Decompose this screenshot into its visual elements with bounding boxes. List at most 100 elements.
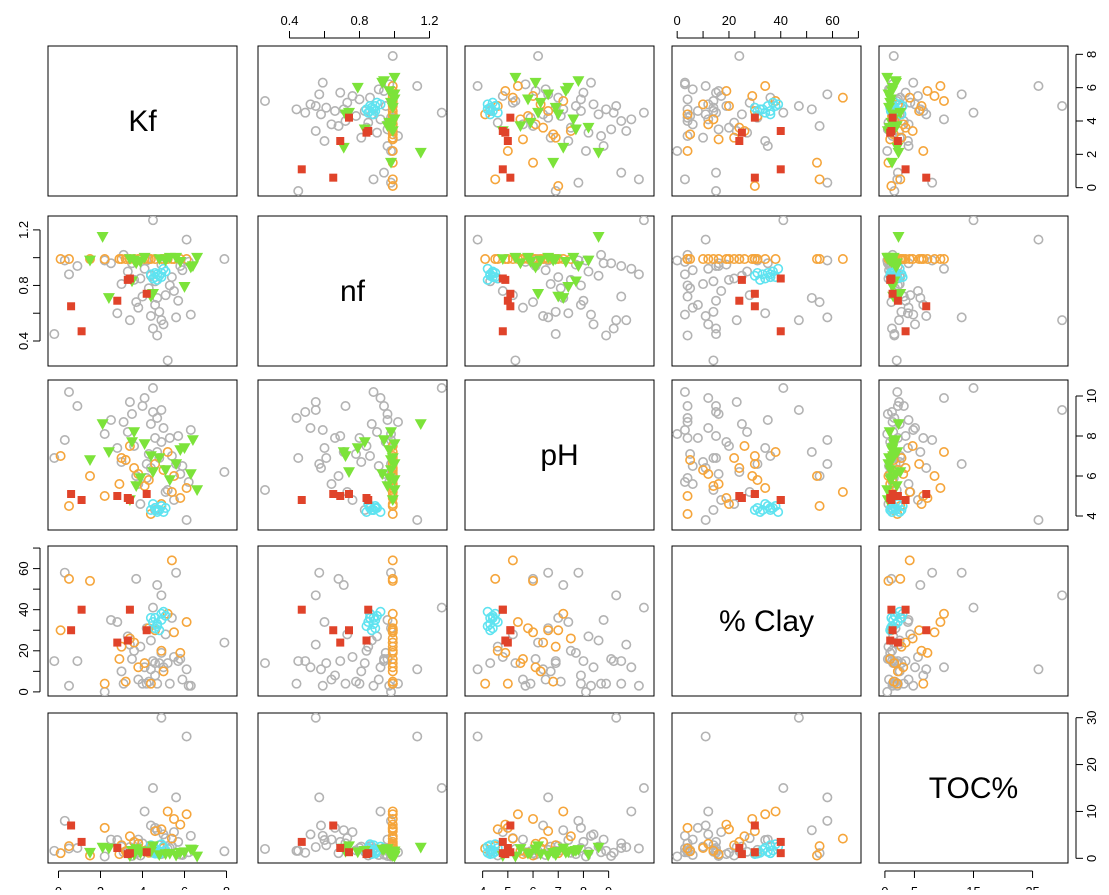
point-grey-37-pct-clay-vs-kf <box>112 617 123 628</box>
point-red-4-pct-clay-vs-nf <box>345 626 353 635</box>
point-grey-38-pct-clay-vs-kf <box>141 678 152 689</box>
point-grey-2-pct-clay-vs-ph <box>543 567 554 578</box>
point-orange-16-ph-vs-tocpct <box>904 486 915 497</box>
point-orange-5-ph-vs-pct-clay <box>747 470 758 481</box>
tick-label-ph-4: 4 <box>479 884 486 890</box>
point-grey-8-nf-vs-kf <box>181 234 192 245</box>
point-grey-3-pct-clay-vs-tocpct <box>1057 590 1068 601</box>
point-grey-32-kf-vs-pct-clay <box>698 132 709 143</box>
point-green-14-ph-vs-kf <box>153 453 166 464</box>
point-green-8-ph-vs-tocpct <box>881 485 894 496</box>
point-red-4-kf-vs-nf <box>345 113 353 122</box>
point-orange-5-kf-vs-tocpct <box>929 91 940 102</box>
point-grey-42-kf-vs-pct-clay <box>679 77 690 88</box>
point-grey-40-pct-clay-vs-ph <box>550 656 561 667</box>
point-cyan-8-nf-vs-kf <box>145 269 156 280</box>
point-grey-5-ph-vs-kf <box>139 392 150 403</box>
point-grey-2-ph-vs-tocpct <box>956 458 967 469</box>
point-orange-15-ph-vs-pct-clay <box>811 470 822 481</box>
point-grey-15-pct-clay-vs-nf <box>329 670 340 681</box>
point-orange-2-kf-vs-ph <box>558 96 569 107</box>
point-green-17-ph-vs-tocpct <box>890 469 903 480</box>
point-orange-14-pct-clay-vs-ph <box>553 625 564 636</box>
point-grey-3-pct-clay-vs-nf <box>310 590 321 601</box>
point-orange-20-kf-vs-ph <box>490 174 501 185</box>
point-grey-33-kf-vs-ph <box>507 97 518 108</box>
point-orange-5-tocpct-vs-kf <box>169 813 180 824</box>
point-red-3-pct-clay-vs-tocpct <box>886 636 895 645</box>
point-green-0-kf-vs-tocpct <box>885 157 898 169</box>
point-grey-36-ph-vs-kf <box>127 408 138 419</box>
point-orange-10-nf-vs-kf <box>99 254 110 265</box>
point-green-19-ph-vs-tocpct <box>885 445 898 456</box>
point-grey-5-tocpct-vs-pct-clay <box>703 806 714 817</box>
point-green-6-ph-vs-tocpct <box>882 459 895 470</box>
point-green-8-kf-vs-ph <box>509 72 522 84</box>
point-grey-13-pct-clay-vs-nf <box>347 651 358 662</box>
point-red-5-nf-vs-pct-clay <box>776 274 785 283</box>
point-orange-3-pct-clay-vs-kf <box>156 645 167 656</box>
point-grey-35-ph-vs-nf <box>368 386 379 397</box>
point-red-1-kf-vs-tocpct <box>901 165 910 174</box>
point-grey-25-nf-vs-tocpct <box>921 310 932 321</box>
point-green-9-ph-vs-nf <box>339 451 352 462</box>
tick-label-tocpct-15: 15 <box>966 884 980 890</box>
point-grey-40-ph-vs-nf <box>293 452 304 463</box>
point-green-5-kf-vs-ph <box>524 117 537 129</box>
point-green-13-tocpct-vs-ph <box>514 844 527 855</box>
point-green-14-tocpct-vs-kf <box>153 850 166 862</box>
point-red-3-ph-vs-pct-clay <box>737 494 746 502</box>
point-grey-29-pct-clay-vs-kf <box>131 573 142 584</box>
point-grey-8-ph-vs-tocpct <box>1033 514 1044 525</box>
point-red-2-kf-vs-tocpct <box>893 137 902 145</box>
point-green-15-ph-vs-kf <box>126 437 138 448</box>
point-green-19-kf-vs-tocpct <box>885 86 898 97</box>
point-orange-0-ph-vs-kf <box>143 474 154 485</box>
point-grey-28-ph-vs-kf <box>156 436 167 447</box>
point-grey-25-nf-vs-ph <box>538 310 549 321</box>
point-grey-40-ph-vs-pct-clay <box>711 452 722 463</box>
point-grey-0-ph-vs-kf <box>219 466 230 477</box>
point-green-1-ph-vs-kf <box>102 447 115 458</box>
panel-frame-nf-vs-pct-clay <box>671 215 862 367</box>
point-orange-1-pct-clay-vs-ph <box>538 637 549 648</box>
point-grey-3-tocpct-vs-nf <box>310 713 321 723</box>
point-grey-13-ph-vs-pct-clay <box>716 494 727 505</box>
point-grey-45-pct-clay-vs-kf <box>177 674 188 685</box>
point-grey-35-pct-clay-vs-kf <box>64 680 75 691</box>
point-grey-4-kf-vs-nf <box>259 96 270 107</box>
point-orange-13-pct-clay-vs-tocpct <box>898 662 909 673</box>
point-grey-31-pct-clay-vs-ph <box>608 656 619 667</box>
point-green-18-nf-vs-kf <box>123 254 136 266</box>
point-grey-7-nf-vs-pct-clay <box>806 292 817 303</box>
point-orange-12-pct-clay-vs-nf <box>387 647 398 658</box>
point-cyan-9-ph-vs-pct-clay <box>770 500 781 511</box>
point-grey-21-ph-vs-nf <box>305 422 316 433</box>
point-grey-24-pct-clay-vs-ph <box>578 656 589 667</box>
panel-frame-ph-vs-kf <box>47 379 238 531</box>
point-orange-9-tocpct-vs-pct-clay <box>760 809 771 820</box>
point-orange-15-pct-clay-vs-tocpct <box>883 575 894 586</box>
point-grey-0-pct-clay-vs-kf <box>219 637 230 648</box>
point-orange-2-tocpct-vs-ph <box>558 806 569 817</box>
point-orange-11-tocpct-vs-kf <box>150 826 161 837</box>
point-grey-11-kf-vs-ph <box>543 112 554 123</box>
point-grey-34-kf-vs-nf <box>291 104 302 115</box>
point-grey-35-ph-vs-pct-clay <box>679 386 690 397</box>
point-grey-37-ph-vs-nf <box>319 442 330 453</box>
point-grey-4-nf-vs-pct-clay <box>708 355 719 366</box>
point-grey-1-ph-vs-tocpct <box>968 382 979 393</box>
point-orange-18-pct-clay-vs-ph <box>517 654 528 665</box>
panel-frame-ph-vs-pct-clay <box>671 379 862 531</box>
point-grey-19-tocpct-vs-nf <box>321 840 332 851</box>
point-orange-18-kf-vs-pct-clay <box>713 134 724 145</box>
point-grey-3-tocpct-vs-ph <box>611 713 622 723</box>
point-grey-26-tocpct-vs-ph <box>616 842 627 853</box>
point-grey-33-nf-vs-kf <box>160 290 171 301</box>
tick-label-pct-clay-20: 20 <box>16 644 31 658</box>
point-orange-9-pct-clay-vs-ph <box>512 617 523 628</box>
point-red-5-nf-vs-kf <box>125 274 134 283</box>
point-grey-15-ph-vs-pct-clay <box>692 432 703 443</box>
point-grey-34-nf-vs-ph <box>601 330 612 341</box>
tick-label-ph-7: 7 <box>555 884 562 890</box>
